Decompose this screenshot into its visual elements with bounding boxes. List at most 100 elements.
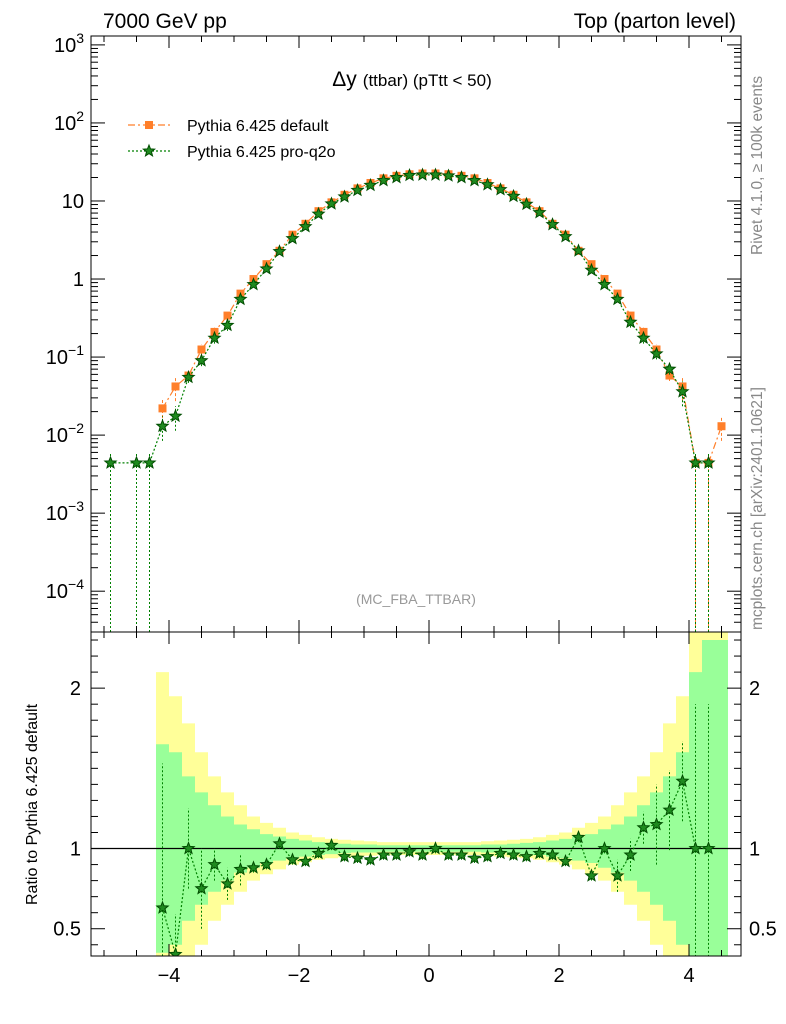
main-ytick-label-6: 10−3 (46, 498, 84, 525)
point-proq2o-11 (259, 261, 274, 275)
point-proq2o-34 (558, 229, 573, 243)
ratio-series-layer (155, 704, 716, 956)
ratio-point-19 (402, 844, 417, 858)
point-proq2o-12 (272, 244, 287, 258)
main-series-layer (103, 167, 726, 632)
legend-proq2o-label: Pythia 6.425 pro-q2o (187, 144, 336, 161)
ratio-ytick-label-right-2: 2 (749, 678, 760, 700)
ratio-frame (90, 631, 742, 957)
ratio-point-5 (220, 876, 235, 890)
point-proq2o-15 (311, 206, 326, 221)
point-proq2o-18 (350, 182, 365, 197)
ratio-point-0 (155, 900, 170, 914)
point-proq2o-16 (324, 196, 339, 210)
ratio-point-38 (649, 817, 664, 831)
point-proq2o-19 (363, 177, 378, 192)
point-proq2o-3 (155, 418, 170, 433)
x-tick-label-1: −2 (288, 965, 311, 987)
point-proq2o-30 (506, 188, 521, 203)
ratio-point-24 (467, 850, 482, 865)
ratio-ytick-label-0: 0.5 (53, 919, 81, 941)
ratio-ytick-label-right-0: 0.5 (749, 919, 777, 941)
point-default-1 (171, 382, 180, 391)
ratio-point-13 (324, 837, 339, 852)
ratio-point-26 (493, 845, 508, 860)
ratio-ytick-label-2: 2 (70, 678, 81, 700)
point-proq2o-38 (610, 291, 625, 306)
ratio-point-28 (519, 849, 534, 863)
point-proq2o-35 (571, 243, 586, 257)
ratio-point-30 (545, 847, 560, 861)
point-proq2o-27 (467, 173, 482, 187)
point-proq2o-39 (623, 314, 638, 329)
point-proq2o-1 (129, 455, 144, 469)
legend-default-marker (145, 121, 153, 129)
x-tick-label-0: −4 (158, 965, 181, 987)
rivet-label: Rivet 4.1.0, ≥ 100k events (749, 76, 766, 255)
point-proq2o-25 (441, 168, 456, 182)
ratio-point-17 (376, 847, 391, 861)
point-proq2o-14 (298, 219, 313, 233)
point-proq2o-8 (220, 317, 235, 332)
main-ytick-label-5: 10−2 (46, 420, 84, 447)
ratio-point-9 (272, 836, 287, 850)
ratio-point-32 (571, 829, 586, 844)
ratio-point-18 (389, 847, 404, 861)
point-proq2o-5 (181, 369, 196, 384)
main-ytick-label-0: 103 (54, 30, 84, 57)
ratio-point-16 (363, 852, 378, 866)
ratio-point-1 (168, 947, 183, 956)
ratio-point-12 (311, 845, 326, 860)
ratio-point-37 (636, 820, 651, 834)
point-proq2o-23 (415, 167, 430, 181)
ratio-point-40 (675, 773, 690, 788)
ratio-point-4 (207, 857, 222, 871)
point-proq2o-28 (480, 177, 495, 191)
point-proq2o-20 (376, 173, 391, 187)
point-default-43 (717, 422, 726, 431)
ratio-point-7 (246, 860, 261, 874)
point-proq2o-4 (168, 408, 183, 423)
plot-title-sub: (ttbar) (pTtt < 50) (363, 71, 492, 90)
point-proq2o-10 (246, 277, 261, 291)
ratio-point-36 (623, 847, 638, 861)
ratio-axes: −4 −2 0 2 4 0.5 0.5 1 1 2 2 (53, 632, 777, 987)
ratio-bands-layer (91, 632, 741, 956)
point-proq2o-2 (142, 455, 157, 469)
header-left: 7000 GeV pp (103, 10, 227, 33)
ratio-point-10 (285, 852, 300, 866)
point-proq2o-26 (454, 170, 469, 184)
point-default-5 (223, 311, 232, 320)
point-proq2o-40 (636, 330, 651, 345)
ratio-point-34 (597, 841, 612, 855)
point-proq2o-32 (532, 205, 547, 219)
header-right: Top (parton level) (574, 10, 736, 33)
point-proq2o-22 (402, 167, 417, 182)
legend: Pythia 6.425 default Pythia 6.425 pro-q2… (128, 118, 336, 161)
x-tick-label-2: 0 (423, 965, 434, 987)
point-proq2o-24 (428, 167, 443, 181)
ratio-panel: −4 −2 0 2 4 0.5 0.5 1 1 2 2 (53, 631, 777, 987)
ratio-point-20 (415, 847, 430, 861)
ratio-point-29 (532, 845, 547, 860)
main-ytick-label-3: 1 (73, 269, 84, 291)
ratio-point-15 (350, 850, 365, 865)
point-proq2o-21 (389, 170, 404, 184)
x-tick-label-3: 2 (553, 965, 564, 987)
point-proq2o-29 (493, 182, 508, 196)
point-proq2o-6 (194, 353, 209, 367)
point-proq2o-45 (701, 455, 716, 469)
point-proq2o-44 (688, 455, 703, 469)
ratio-point-42 (701, 841, 716, 855)
point-proq2o-42 (662, 361, 677, 376)
point-proq2o-37 (597, 277, 612, 291)
series-line-0 (161, 172, 723, 464)
ratio-point-14 (337, 849, 352, 863)
point-proq2o-0 (103, 455, 118, 469)
point-default-3 (197, 345, 206, 354)
legend-proq2o-marker (141, 143, 157, 157)
main-ytick-label-4: 10−1 (46, 342, 84, 369)
ratio-point-6 (233, 862, 248, 876)
point-proq2o-33 (545, 217, 560, 231)
